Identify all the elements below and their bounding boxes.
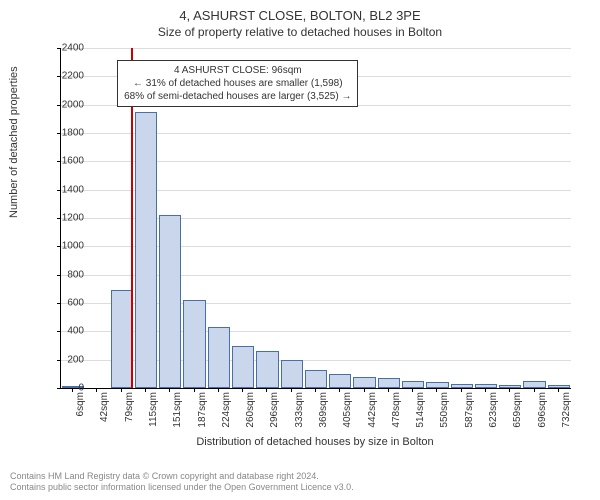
xtick-label: 296sqm <box>269 392 280 428</box>
xtick-label: 550sqm <box>439 392 450 428</box>
ytick-label: 2000 <box>44 99 84 110</box>
xtick-mark <box>412 388 413 392</box>
ytick-label: 800 <box>44 269 84 280</box>
bar <box>183 300 205 388</box>
xtick-mark <box>534 388 535 392</box>
bar <box>281 360 303 388</box>
xtick-mark <box>558 388 559 392</box>
xtick-label: 151sqm <box>172 392 183 428</box>
xtick-label: 405sqm <box>342 392 353 428</box>
xtick-label: 587sqm <box>464 392 475 428</box>
annotation-line: 68% of semi-detached houses are larger (… <box>124 90 351 103</box>
xtick-label: 514sqm <box>415 392 426 428</box>
bar <box>111 290 133 388</box>
xtick-mark <box>266 388 267 392</box>
xtick-mark <box>485 388 486 392</box>
bar <box>426 382 448 388</box>
xtick-label: 115sqm <box>148 392 159 427</box>
chart-subtitle: Size of property relative to detached ho… <box>0 23 600 43</box>
gridline <box>61 48 571 49</box>
ytick-label: 600 <box>44 298 84 309</box>
chart-container: 4, ASHURST CLOSE, BOLTON, BL2 3PE Size o… <box>0 0 600 500</box>
xtick-mark <box>339 388 340 392</box>
ytick-label: 1200 <box>44 213 84 224</box>
ytick-label: 0 <box>44 383 84 394</box>
xtick-mark <box>218 388 219 392</box>
annotation-line: ← 31% of detached houses are smaller (1,… <box>124 77 351 90</box>
chart-area: 4 ASHURST CLOSE: 96sqm← 31% of detached … <box>60 48 570 388</box>
xtick-label: 696sqm <box>537 392 548 428</box>
bar <box>451 384 473 388</box>
bar <box>402 381 424 388</box>
x-axis-label: Distribution of detached houses by size … <box>60 436 570 448</box>
xtick-label: 369sqm <box>318 392 329 428</box>
xtick-label: 442sqm <box>367 392 378 428</box>
annotation-line: 4 ASHURST CLOSE: 96sqm <box>124 64 351 77</box>
chart-title: 4, ASHURST CLOSE, BOLTON, BL2 3PE <box>0 0 600 23</box>
xtick-label: 623sqm <box>488 392 499 428</box>
bar <box>548 385 570 388</box>
y-axis-label: Number of detached properties <box>8 66 20 218</box>
xtick-label: 42sqm <box>99 392 110 422</box>
xtick-label: 732sqm <box>561 392 572 428</box>
bar <box>523 381 545 388</box>
ytick-label: 2400 <box>44 43 84 54</box>
xtick-label: 260sqm <box>245 392 256 428</box>
bar <box>208 327 230 388</box>
bar <box>499 385 521 388</box>
ytick-label: 1600 <box>44 156 84 167</box>
xtick-mark <box>291 388 292 392</box>
bar <box>329 374 351 388</box>
xtick-mark <box>388 388 389 392</box>
ytick-label: 1400 <box>44 184 84 195</box>
bar <box>159 215 181 388</box>
footer-line1: Contains HM Land Registry data © Crown c… <box>10 471 354 483</box>
xtick-mark <box>364 388 365 392</box>
xtick-mark <box>169 388 170 392</box>
ytick-label: 1800 <box>44 128 84 139</box>
bar <box>135 112 157 388</box>
bar <box>256 351 278 388</box>
xtick-mark <box>121 388 122 392</box>
footer-text: Contains HM Land Registry data © Crown c… <box>10 471 354 494</box>
xtick-mark <box>315 388 316 392</box>
xtick-mark <box>461 388 462 392</box>
xtick-label: 659sqm <box>512 392 523 428</box>
ytick-label: 1000 <box>44 241 84 252</box>
xtick-label: 224sqm <box>221 392 232 428</box>
plot-area: 4 ASHURST CLOSE: 96sqm← 31% of detached … <box>60 48 571 389</box>
xtick-mark <box>194 388 195 392</box>
bar <box>378 378 400 388</box>
xtick-label: 187sqm <box>197 392 208 428</box>
xtick-label: 79sqm <box>124 392 135 422</box>
annotation-box: 4 ASHURST CLOSE: 96sqm← 31% of detached … <box>117 60 358 107</box>
xtick-mark <box>145 388 146 392</box>
xtick-mark <box>509 388 510 392</box>
ytick-label: 400 <box>44 326 84 337</box>
ytick-label: 2200 <box>44 71 84 82</box>
footer-line2: Contains public sector information licen… <box>10 482 354 494</box>
xtick-mark <box>242 388 243 392</box>
xtick-label: 478sqm <box>391 392 402 428</box>
bar <box>353 377 375 388</box>
bar <box>232 346 254 389</box>
xtick-mark <box>436 388 437 392</box>
xtick-mark <box>96 388 97 392</box>
bar <box>305 370 327 388</box>
xtick-label: 6sqm <box>75 392 86 416</box>
ytick-label: 200 <box>44 354 84 365</box>
xtick-label: 333sqm <box>294 392 305 428</box>
